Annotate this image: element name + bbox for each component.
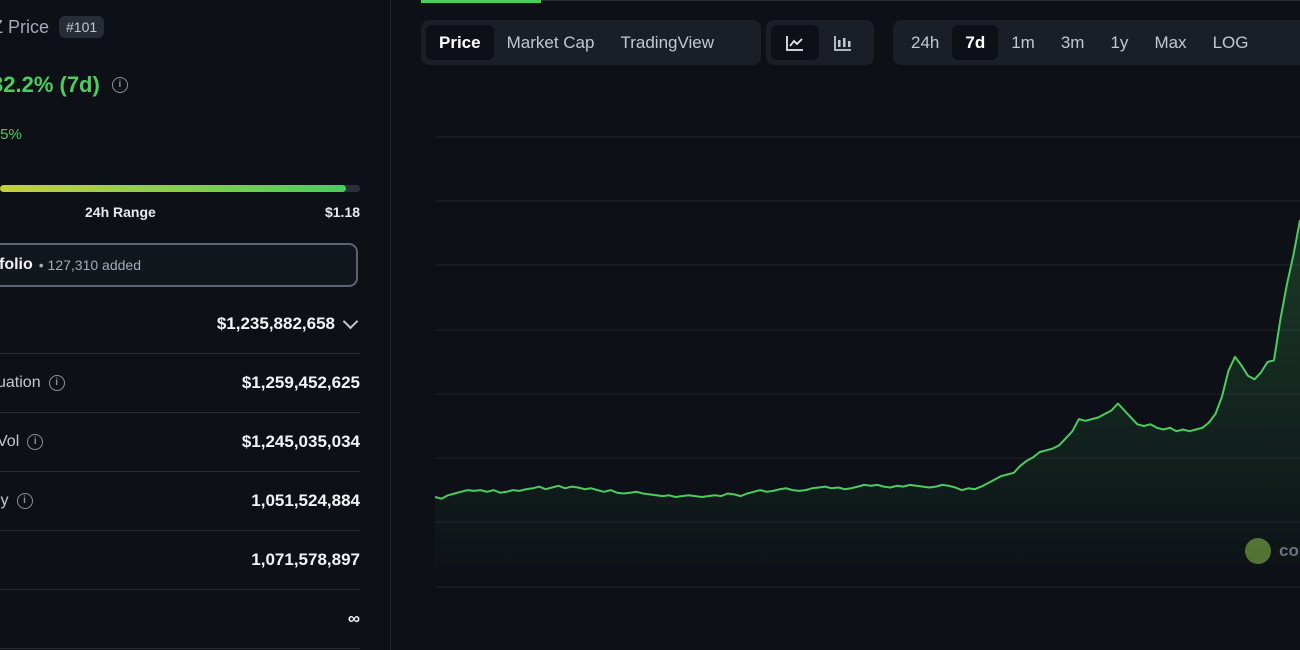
active-tab-indicator [421, 0, 541, 3]
stat-row-total-supply: 1,071,578,897 [0, 531, 360, 590]
watermark-text: co [1279, 541, 1299, 560]
line-chart-icon[interactable] [771, 25, 819, 60]
log-scale-toggle[interactable]: LOG [1212, 32, 1249, 52]
range-bar-fill [0, 185, 346, 192]
price-change-sub: .5% [0, 126, 22, 143]
range-3m[interactable]: 3m [1060, 32, 1085, 52]
range-7d[interactable]: 7d [952, 25, 999, 60]
info-icon[interactable]: i [16, 493, 33, 509]
price-change-7d: 32.2% (7d) [0, 72, 100, 97]
tab-bar-border [541, 0, 1300, 1]
stat-value-text: $1,235,882,658 [216, 314, 335, 333]
stat-label: Vol [0, 433, 20, 450]
stat-value: 1,051,524,884 [251, 491, 360, 510]
range-max[interactable]: Max [1154, 32, 1187, 52]
portfolio-count: • 127,310 added [38, 257, 141, 273]
price-series-line [434, 219, 1300, 500]
coin-price-title: Z Price [0, 16, 50, 37]
price-area-fill [435, 220, 1300, 580]
candlestick-chart-icon[interactable] [819, 25, 867, 60]
range-label: 24h Range [85, 204, 156, 220]
stat-row-max-supply: ∞ [0, 590, 360, 649]
stat-row-volume: Vol i $1,245,035,034 [0, 413, 360, 472]
brand-logo-icon [1245, 538, 1271, 564]
coin-stats-panel: Z Price #101 32.2% (7d) i .5% 24h Range … [0, 0, 390, 650]
info-icon[interactable]: i [48, 375, 65, 391]
range-bar [0, 185, 360, 192]
stat-row-supply: ly i 1,051,524,884 [0, 472, 360, 531]
range-24h[interactable]: 24h [911, 32, 940, 52]
range-switcher: 24h 7d 1m 3m 1y Max LOG [893, 20, 1300, 65]
price-change-row: 32.2% (7d) i [0, 72, 128, 98]
stat-row-market-cap: $1,235,882,658 [0, 295, 360, 354]
stat-label-group: Vol i [0, 433, 44, 451]
stat-label: ly [0, 492, 9, 509]
coin-title-row: Z Price #101 [0, 16, 105, 38]
range-high: $1.18 [324, 204, 360, 220]
tab-market-cap[interactable]: Market Cap [506, 32, 595, 52]
add-to-portfolio-button[interactable]: folio • 127,310 added [0, 243, 358, 287]
tab-price[interactable]: Price [426, 25, 494, 60]
watermark: co [1245, 538, 1299, 564]
range-1y[interactable]: 1y [1110, 32, 1129, 52]
tab-tradingview[interactable]: TradingView [620, 32, 715, 52]
info-icon[interactable]: i [111, 77, 128, 93]
stat-label: uation [0, 374, 41, 391]
info-icon[interactable]: i [27, 434, 44, 450]
portfolio-label: folio [0, 256, 33, 273]
range-1m[interactable]: 1m [1011, 32, 1035, 52]
stat-value: 1,071,578,897 [251, 550, 360, 569]
stat-value: ∞ [347, 609, 360, 628]
stats-table: $1,235,882,658 uation i $1,259,452,625 V… [0, 295, 360, 649]
stat-value[interactable]: $1,235,882,658 [216, 313, 360, 334]
stat-label-group: uation i [0, 374, 65, 392]
chart-type-switcher [766, 20, 874, 65]
stat-label-group: ly i [0, 492, 33, 510]
stat-row-valuation: uation i $1,259,452,625 [0, 354, 360, 413]
panel-divider [390, 0, 391, 650]
stat-value: $1,245,035,034 [241, 432, 360, 451]
view-switcher: Price Market Cap TradingView [421, 20, 761, 65]
stat-value: $1,259,452,625 [241, 373, 360, 392]
rank-badge: #101 [59, 16, 105, 38]
